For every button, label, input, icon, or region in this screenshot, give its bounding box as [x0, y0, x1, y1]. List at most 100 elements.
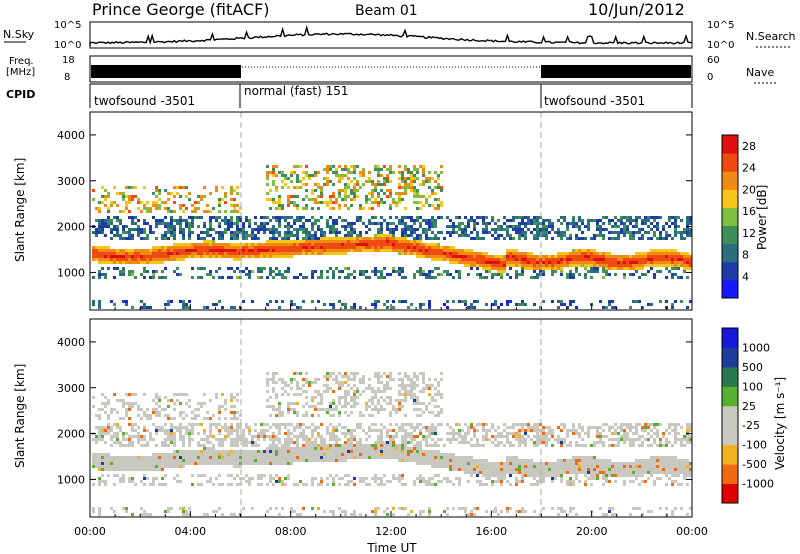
power-cell	[557, 267, 560, 270]
power-cell	[284, 225, 287, 228]
velocity-cell	[143, 444, 146, 447]
velocity-cell	[290, 402, 293, 405]
power-cell	[323, 246, 326, 249]
power-cell	[596, 264, 599, 267]
power-cell	[590, 261, 593, 264]
power-cell	[518, 264, 521, 267]
velocity-cell	[362, 450, 365, 453]
power-cell	[275, 165, 278, 168]
power-cell	[110, 252, 113, 255]
velocity-cell	[344, 456, 347, 459]
power-cell	[647, 231, 650, 234]
velocity-cell	[452, 432, 455, 435]
power-cell	[365, 195, 368, 198]
power-cell	[605, 216, 608, 219]
power-cell	[401, 219, 404, 222]
velocity-cell	[134, 468, 137, 471]
power-cell	[110, 219, 113, 222]
velocity-cell	[125, 462, 128, 465]
power-cell	[119, 234, 122, 237]
power-cell	[572, 258, 575, 261]
power-cell	[644, 258, 647, 261]
velocity-cell	[437, 453, 440, 456]
velocity-cell	[380, 405, 383, 408]
velocity-cell	[179, 438, 182, 441]
power-cell	[383, 303, 386, 306]
power-cell	[653, 273, 656, 276]
power-cell	[392, 243, 395, 246]
power-cell	[581, 252, 584, 255]
power-cell	[149, 276, 152, 279]
velocity-cell	[467, 441, 470, 444]
power-cell	[326, 183, 329, 186]
power-cell	[563, 234, 566, 237]
power-cell	[287, 198, 290, 201]
power-cell	[431, 222, 434, 225]
power-cell	[503, 270, 506, 273]
power-cell	[98, 303, 101, 306]
velocity-cell	[236, 435, 239, 438]
power-cell	[389, 207, 392, 210]
power-cell	[518, 225, 521, 228]
velocity-cell	[116, 423, 119, 426]
velocity-cell	[107, 423, 110, 426]
velocity-cell	[431, 423, 434, 426]
power-cell	[308, 177, 311, 180]
velocity-cell	[434, 453, 437, 456]
power-cell	[554, 270, 557, 273]
velocity-cell	[467, 468, 470, 471]
velocity-cell	[446, 453, 449, 456]
power-cell	[287, 201, 290, 204]
velocity-cell	[101, 426, 104, 429]
velocity-cell	[464, 441, 467, 444]
power-cell	[137, 225, 140, 228]
power-cell	[110, 237, 113, 240]
power-cell	[689, 258, 692, 261]
power-cell	[134, 276, 137, 279]
power-cell	[164, 237, 167, 240]
power-cell	[491, 219, 494, 222]
power-cell	[305, 237, 308, 240]
velocity-cell	[122, 417, 125, 420]
power-cell	[287, 270, 290, 273]
power-cell	[431, 216, 434, 219]
velocity-cell	[428, 384, 431, 387]
velocity-cell	[398, 399, 401, 402]
velocity-cell	[275, 459, 278, 462]
power-cell	[347, 177, 350, 180]
power-cell	[164, 225, 167, 228]
power-cell	[305, 183, 308, 186]
power-cell	[638, 300, 641, 303]
power-cell	[356, 240, 359, 243]
power-cell	[131, 228, 134, 231]
velocity-cell	[158, 462, 161, 465]
velocity-cell	[341, 447, 344, 450]
power-cell	[269, 231, 272, 234]
power-cell	[185, 225, 188, 228]
power-cell	[347, 225, 350, 228]
velocity-cell	[350, 453, 353, 456]
velocity-cell	[110, 429, 113, 432]
velocity-cell	[407, 513, 410, 516]
velocity-cell	[209, 441, 212, 444]
power-cell	[164, 216, 167, 219]
power-cell	[272, 249, 275, 252]
velocity-cell	[452, 456, 455, 459]
power-cell	[197, 267, 200, 270]
power-cell	[347, 243, 350, 246]
power-cell	[413, 273, 416, 276]
velocity-cell	[437, 390, 440, 393]
velocity-cell	[302, 447, 305, 450]
power-cell	[326, 237, 329, 240]
power-cell	[230, 216, 233, 219]
velocity-cell	[419, 450, 422, 453]
velocity-cell	[311, 441, 314, 444]
velocity-cell	[311, 396, 314, 399]
velocity-cell	[377, 453, 380, 456]
velocity-cell	[176, 450, 179, 453]
power-cell	[680, 231, 683, 234]
power-cell	[179, 222, 182, 225]
velocity-cell	[311, 459, 314, 462]
velocity-cell	[218, 411, 221, 414]
power-cell	[449, 255, 452, 258]
